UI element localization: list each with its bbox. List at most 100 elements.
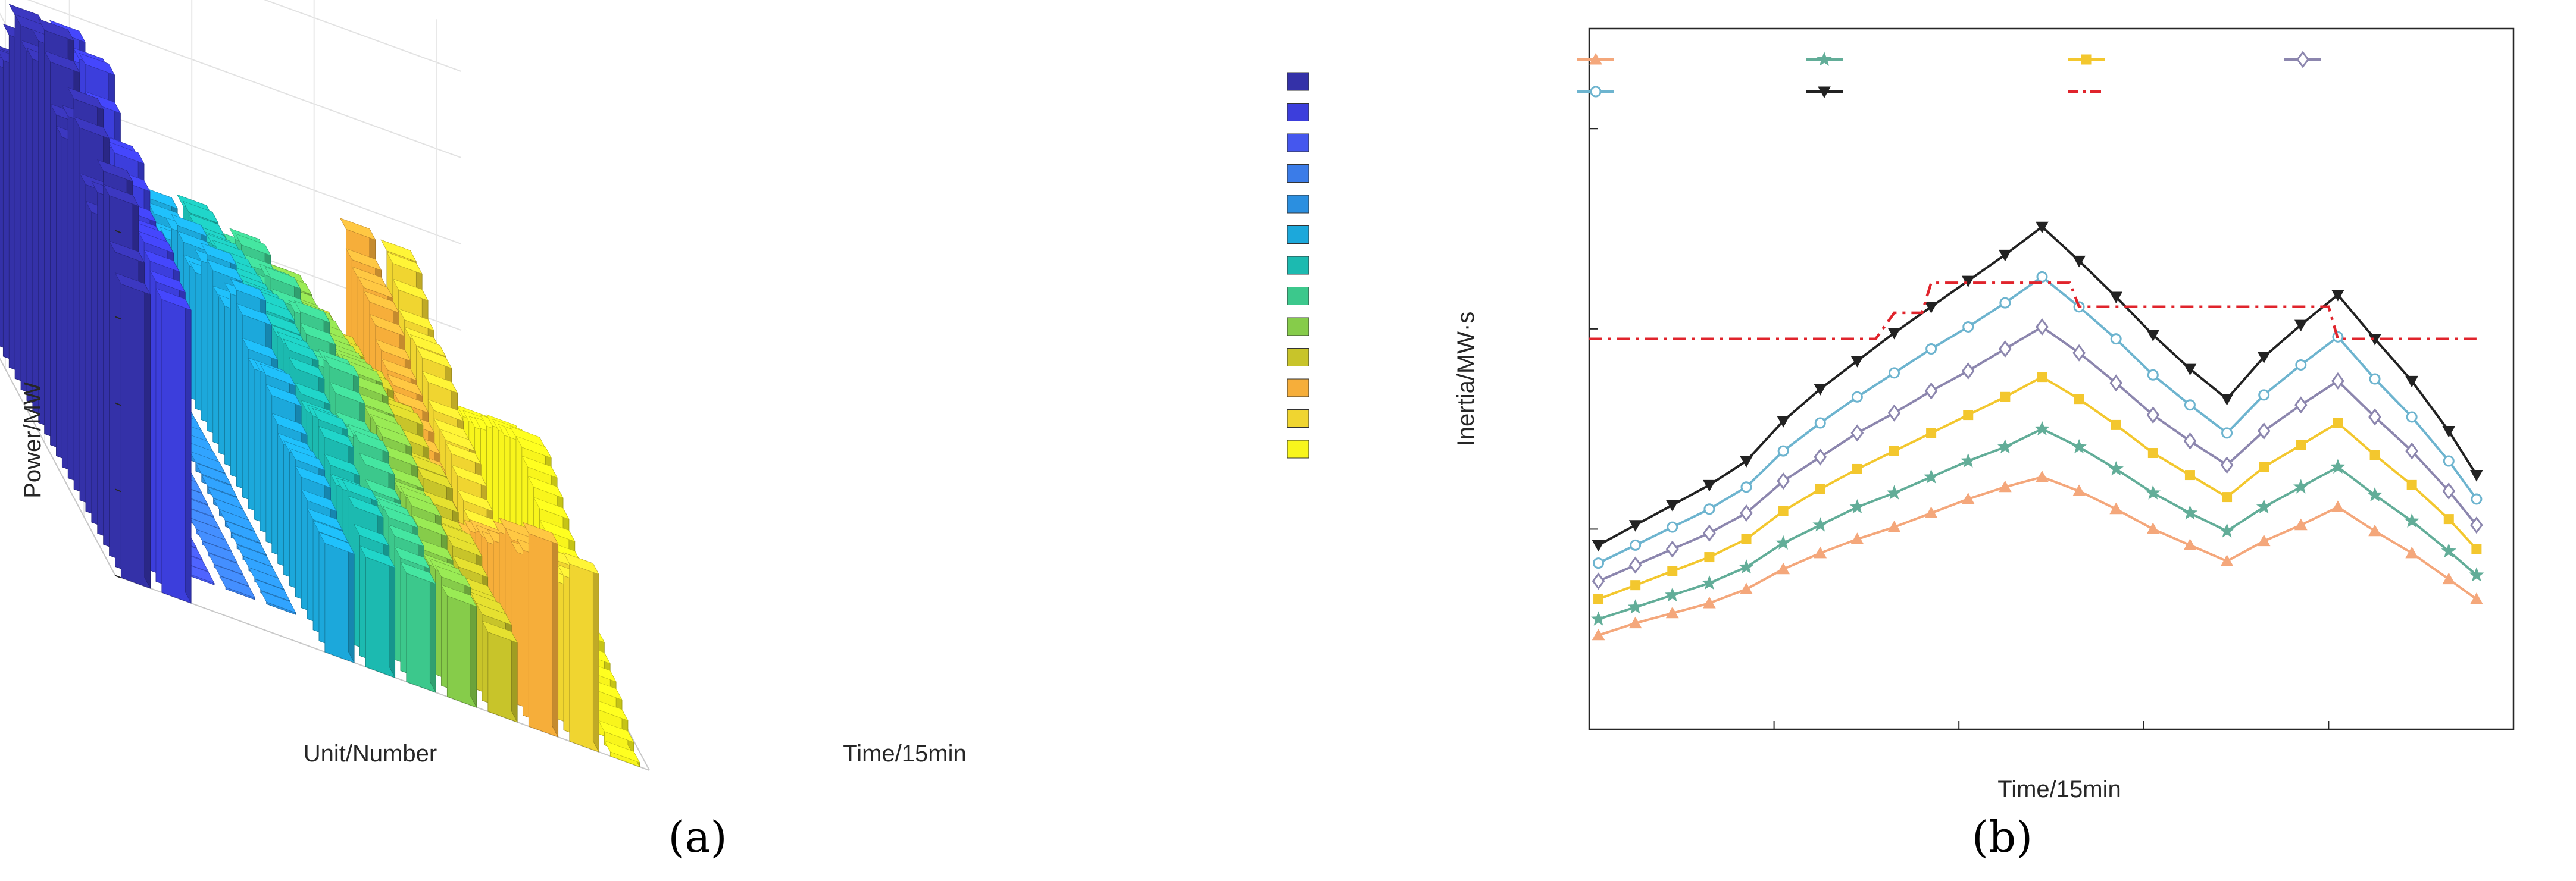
- panel-a-bar-side: [389, 556, 395, 678]
- panel-b-marker: [1814, 417, 1826, 429]
- panel-a-bar-top: [411, 514, 448, 537]
- panel-b-marker: [1740, 456, 1753, 468]
- panel-a-bar-top: [380, 239, 417, 262]
- panel-b-marker: [1850, 532, 1864, 544]
- panel-a-bar-top: [79, 52, 115, 76]
- panel-a-bar-top: [294, 382, 331, 405]
- panel-a-bar-top: [482, 620, 518, 643]
- panel-b-marker: [2257, 534, 2271, 547]
- panel-a-bar-top: [364, 478, 401, 501]
- panel-b-marker: [1667, 521, 1678, 533]
- panel-a-z-tick: [115, 402, 122, 406]
- panel-b-marker: [2368, 408, 2381, 426]
- panel-b-marker: [1850, 356, 1864, 368]
- panel-b-marker: [2184, 399, 2196, 411]
- panel-b-marker: [1963, 410, 1974, 421]
- panel-b-marker: [2184, 470, 2195, 481]
- panel-a-bar-top: [264, 267, 301, 289]
- panel-a-bar-top: [108, 240, 145, 264]
- panel-a-3d-bar-chart: Power/MW Unit/Number Time/15min (a): [0, 0, 1309, 862]
- panel-a-bar-top: [515, 435, 552, 459]
- panel-a-bar-top: [522, 522, 559, 545]
- panel-a-bar-top: [409, 334, 446, 357]
- panel-a-legend-swatch: [1287, 103, 1309, 121]
- panel-a-bar-top: [143, 249, 180, 272]
- panel-b-marker: [2294, 319, 2308, 332]
- panel-a-bar-top: [242, 337, 279, 360]
- panel-a-bar-top: [312, 407, 349, 431]
- panel-b-ticks: [1589, 128, 2514, 730]
- panel-a-bar-top: [457, 489, 493, 512]
- panel-a-bar-top: [108, 141, 145, 164]
- panel-a-bar-top: [539, 519, 576, 542]
- panel-a-z-axis-label: Power/MW: [20, 382, 46, 498]
- panel-b-marker: [2405, 442, 2419, 460]
- panel-b-marker: [1814, 546, 1827, 559]
- panel-a-bar-top: [563, 552, 599, 575]
- panel-b-marker: [2183, 538, 2197, 550]
- panel-b-marker: [1740, 481, 1752, 493]
- panel-b-marker: [1999, 480, 2012, 493]
- panel-b-marker: [2219, 523, 2235, 538]
- panel-a-bar-top: [339, 218, 376, 240]
- panel-b-marker: [2296, 51, 2309, 68]
- panel-a-bar-top: [427, 399, 464, 422]
- panel-b-marker: [1886, 485, 1902, 500]
- panel-b-marker: [1924, 302, 1938, 313]
- panel-a-bar-top: [300, 322, 336, 346]
- panel-a-bar-top: [393, 390, 429, 413]
- panel-a-bar-top: [445, 442, 482, 465]
- panel-b-marker: [2081, 54, 2092, 65]
- panel-b-marker: [2000, 391, 2011, 402]
- panel-b-marker: [1590, 86, 1602, 98]
- panel-b-series-5: [1592, 221, 2483, 552]
- panel-b-marker: [1962, 321, 1974, 333]
- panel-a-bar-top: [387, 374, 423, 397]
- panel-a-bar-top: [329, 382, 365, 405]
- panel-b-marker: [2470, 516, 2483, 534]
- panel-a-bar-top: [248, 567, 285, 590]
- panel-b-marker: [1849, 498, 1865, 514]
- panel-a-z-tick: [115, 575, 122, 579]
- panel-a-bar-top: [392, 278, 429, 301]
- panel-b-marker: [1665, 500, 1679, 512]
- panel-b-marker: [2441, 543, 2457, 558]
- panel-b-series: [1589, 221, 2484, 641]
- panel-a-legend-swatch: [1287, 225, 1309, 244]
- panel-a-bar-top: [155, 288, 192, 311]
- panel-b-marker: [2469, 567, 2484, 582]
- panel-b-marker: [1703, 596, 1716, 609]
- panel-a-bar-top: [260, 590, 296, 613]
- panel-a-bar-top: [195, 462, 232, 485]
- panel-a-bar-top: [301, 489, 337, 512]
- panel-a-bar-top: [189, 451, 226, 474]
- panel-b-marker: [2256, 498, 2272, 514]
- panel-a-bar-top: [224, 521, 261, 543]
- panel-b-marker: [2036, 470, 2049, 482]
- panel-b-marker: [2220, 554, 2234, 566]
- panel-b-marker: [2111, 419, 2121, 430]
- panel-a-bar-top: [312, 520, 349, 543]
- panel-a-bar-top: [394, 546, 430, 569]
- panel-b-marker: [2405, 546, 2419, 559]
- panel-b-marker: [1777, 472, 1790, 490]
- panel-a-bar-top: [207, 487, 243, 509]
- panel-b-marker: [2036, 221, 2049, 234]
- panel-a-bar-top: [289, 448, 326, 471]
- panel-b-marker: [2443, 514, 2454, 525]
- panel-b-marker: [2036, 318, 2049, 336]
- panel-a-bars: [0, 4, 640, 767]
- panel-b-marker: [2183, 432, 2197, 450]
- panel-a-z-tick: [115, 488, 122, 493]
- panel-b-marker: [2222, 492, 2233, 503]
- panel-a-bar-top: [201, 541, 238, 563]
- panel-b-marker: [1777, 416, 1790, 428]
- panel-b-marker: [2331, 372, 2344, 390]
- panel-a-bar-top: [382, 506, 419, 529]
- panel-a-bar-top: [369, 313, 405, 337]
- panel-a-bar-top: [307, 508, 343, 531]
- panel-a-legend-swatch: [1287, 317, 1309, 336]
- panel-a-bar-top: [359, 453, 395, 475]
- panel-a-bar-side: [348, 543, 355, 663]
- panel-b-marker: [1997, 438, 2013, 454]
